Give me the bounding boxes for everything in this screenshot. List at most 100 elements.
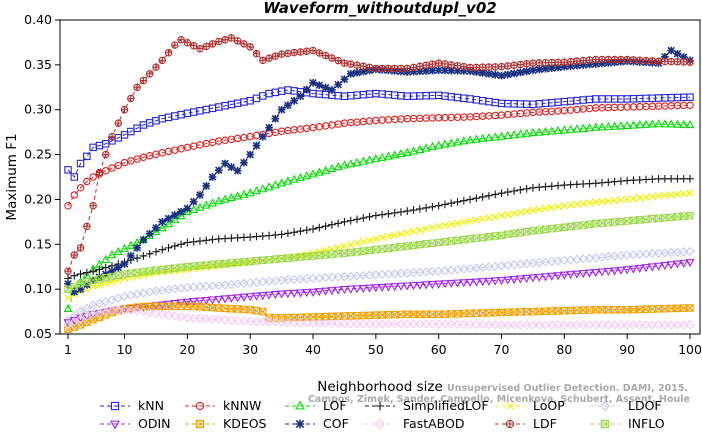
data-point-odin [572,270,582,279]
data-point-lof [189,204,199,213]
data-point-odin [289,289,299,298]
data-point-lof [208,198,217,207]
data-point-simplifiedlof [158,245,167,254]
legend-marker [600,419,610,429]
data-point-inflo [120,270,129,278]
legend-marker [110,420,120,430]
data-point-cof [409,67,418,76]
data-point-odin [465,278,475,287]
data-point-odin [157,301,167,310]
data-point-cof [265,123,273,132]
x-tick-label: 40 [305,342,321,357]
data-point-lof [415,144,425,154]
data-point-simplifiedlof [491,190,500,199]
data-point-inflo [139,267,148,276]
data-point-cof [133,244,141,252]
y-tick-label: 0.10 [24,281,52,296]
data-point-odin [264,291,274,300]
data-point-ldf [422,61,430,69]
series-line-cof [67,49,691,293]
data-point-lof [352,157,362,166]
data-point-fastabod [270,317,280,327]
data-point-lof [603,121,613,131]
data-point-fastabod [559,320,569,330]
data-point-odin [302,289,312,298]
data-point-fastabod [201,314,211,324]
data-point-simplifiedlof [328,220,336,229]
data-point-inflo [372,245,380,254]
data-point-cof [441,66,449,75]
data-point-ldof [685,246,695,257]
data-point-lof [522,128,532,137]
data-point-ldf [661,57,669,66]
data-point-odin [214,295,224,304]
data-point-simplifiedlof [447,199,456,208]
data-point-cof [126,252,135,260]
data-point-inflo [447,237,456,245]
data-point-ldf [560,58,569,66]
data-point-loop [347,241,355,249]
x-tick-label: 70 [494,342,510,357]
data-point-fastabod [396,319,406,329]
data-point-lof [541,126,550,136]
data-point-inflo [491,232,499,240]
data-point-lof [176,211,186,220]
credit-line-1: Unsupervised Outlier Detection. DAMI, 20… [447,383,688,394]
data-point-ldf [592,55,600,64]
data-point-ldf [629,56,638,64]
legend-marker [505,419,515,429]
data-point-simplifiedlof [415,205,424,213]
data-point-odin [283,290,293,299]
y-tick-label: 0.05 [24,326,52,341]
data-point-kdeos [686,304,694,312]
data-point-cof [359,67,368,76]
data-point-loop [535,205,543,213]
data-point-cof [277,105,286,114]
data-point-simplifiedlof [76,270,85,278]
data-point-ldof [635,249,645,259]
data-point-knnw [70,191,79,199]
data-point-fastabod [176,312,186,322]
data-point-ldof [289,274,299,285]
data-point-odin [427,281,437,290]
data-point-ldf [409,63,418,72]
legend-label: LoOP [533,398,565,413]
data-point-ldof [189,282,199,292]
data-point-ldf [472,63,481,72]
data-point-ldf [189,42,198,50]
data-point-lof [534,127,544,136]
data-point-fastabod [251,317,262,327]
data-point-odin [434,280,444,289]
data-point-lof [597,122,607,131]
data-point-cof [252,141,261,150]
legend-label: INFLO [628,416,665,431]
data-point-lof [327,163,337,173]
data-point-ldf [510,61,518,69]
data-point-odin [446,279,456,289]
data-point-ldf [296,48,305,56]
data-point-lof [647,119,657,128]
data-point-fastabod [245,316,255,327]
data-point-fastabod [459,319,469,330]
data-point-odin [415,281,425,290]
data-point-ldof [339,271,350,282]
data-point-ldof [672,247,683,257]
data-point-knn [76,159,85,168]
data-point-ldf [679,58,688,66]
data-point-odin [647,263,657,272]
data-point-ldof [182,282,192,292]
data-point-inflo [346,248,355,257]
data-point-cof [547,64,556,72]
data-point-fastabod [308,318,318,328]
data-point-inflo [453,236,462,245]
data-point-odin [371,284,381,293]
data-point-cof [591,60,600,68]
data-point-lof [396,149,406,158]
data-point-simplifiedlof [321,222,330,231]
data-point-lof [465,135,475,144]
data-point-fastabod [258,317,268,327]
data-point-simplifiedlof [340,218,349,226]
data-point-lof [547,126,557,135]
data-point-simplifiedlof [290,228,299,237]
